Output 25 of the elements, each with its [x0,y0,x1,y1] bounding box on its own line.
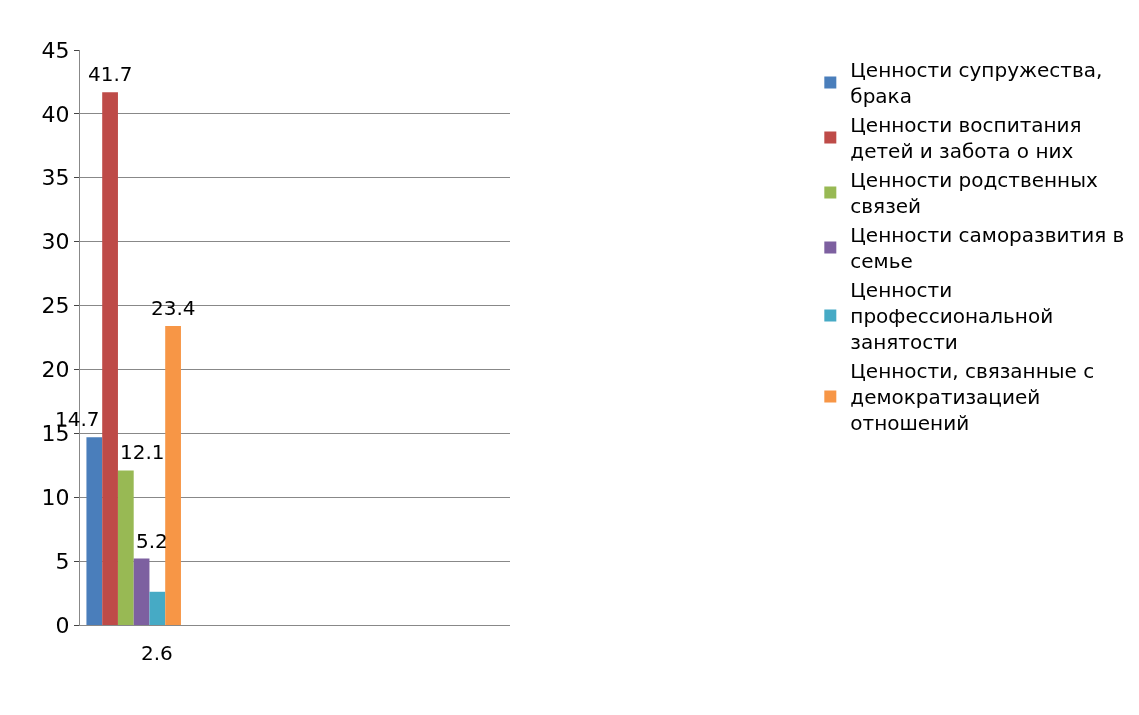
y-tick-label: 5 [55,548,70,574]
y-tick-label: 25 [41,293,70,319]
data-label: 23.4 [151,296,196,320]
data-label: 12.1 [120,440,165,464]
y-tick-label: 45 [41,37,70,63]
bar [133,558,150,625]
y-tick-label: 20 [41,357,70,383]
legend-label: Ценности воспитания детей и забота о них [850,113,1082,164]
bar [165,326,181,625]
bar [102,92,118,625]
legend-label: Ценности, связанные с демократизацией отношений [850,359,1095,436]
y-tick-label: 40 [41,101,70,127]
y-tick-label: 0 [55,612,70,638]
legend-label: Ценности супружества, брака [850,58,1103,109]
y-tick-label: 30 [41,229,70,255]
bar [149,591,166,625]
bar [86,437,103,625]
bar [117,470,134,625]
data-label: 41.7 [88,62,133,86]
legend-label: Ценности саморазвития в семье [850,223,1125,274]
y-tick-label: 35 [41,165,70,191]
legend-label: Ценности профессиональной занятости [850,278,1054,355]
y-tick-label: 10 [41,484,70,510]
data-label: 2.6 [141,641,173,665]
legend-label: Ценности родственных связей [850,168,1098,219]
